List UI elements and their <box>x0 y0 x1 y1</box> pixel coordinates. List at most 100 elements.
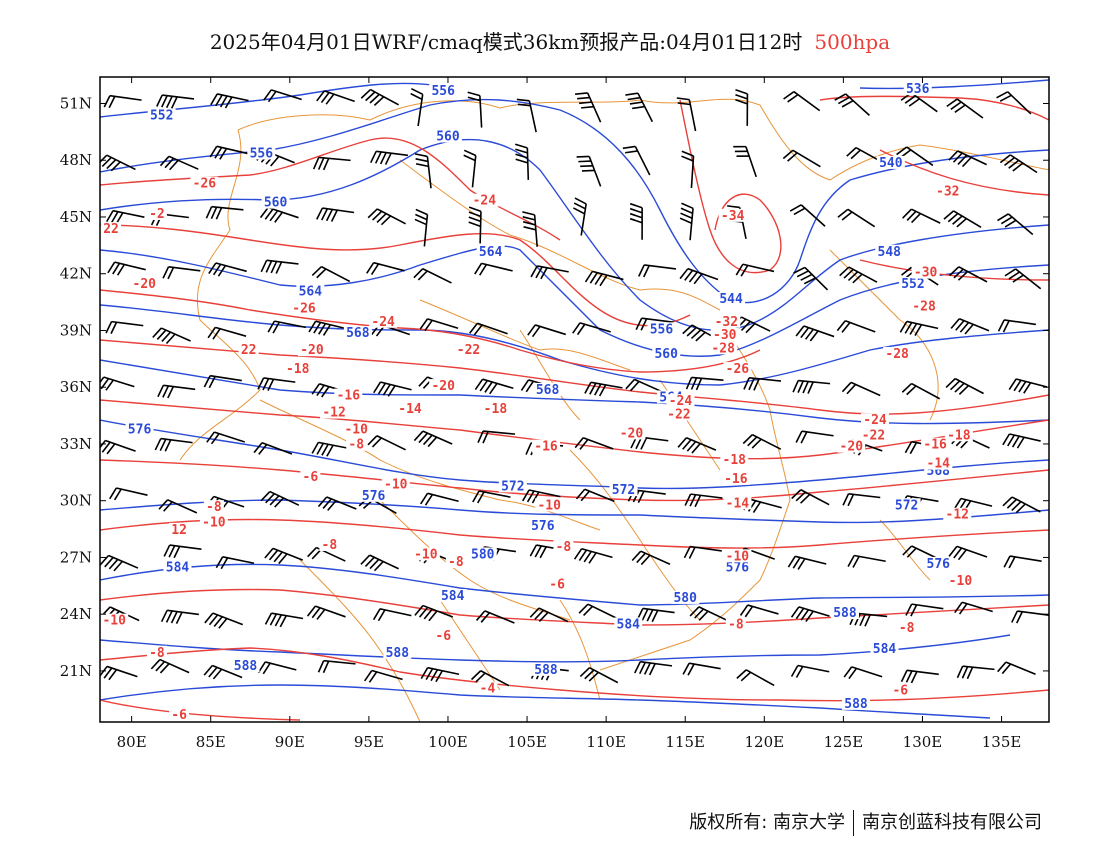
temperature-contour-label-bg <box>723 362 752 376</box>
wind-barb <box>253 441 293 455</box>
height-contour-label-bg <box>438 589 467 603</box>
wind-barb <box>792 379 831 394</box>
wind-barb <box>743 377 782 391</box>
temperature-contour-label-bg <box>718 208 747 222</box>
height-contour-label: 576 <box>128 423 152 438</box>
temperature-contour-label: -12 <box>946 508 969 523</box>
height-contour-label-bg <box>609 483 638 497</box>
wind-barb <box>420 492 459 506</box>
wind-barb <box>373 381 412 397</box>
temperature-contour-label: -22 <box>667 407 690 422</box>
temperature-contour-label-bg <box>617 426 646 440</box>
lat-tick-label: 39N <box>60 321 92 339</box>
wind-barb <box>584 381 623 397</box>
wind-barb <box>470 670 510 687</box>
wind-barb <box>530 265 569 280</box>
wind-barb <box>733 145 757 178</box>
wind-barb <box>795 325 835 342</box>
wind-barb <box>682 662 721 676</box>
wind-barb <box>847 554 886 568</box>
wind-barb <box>837 208 876 228</box>
lon-tick-label: 115E <box>665 733 705 751</box>
temperature-contour-label: -20 <box>300 343 324 358</box>
temperature-contour-label-bg <box>944 428 973 442</box>
temperature-contour-label-bg <box>943 507 972 521</box>
wind-barb <box>584 270 624 287</box>
temperature-contour-label: -10 <box>726 549 750 564</box>
wind-barb <box>260 259 299 274</box>
wind-barb <box>467 91 483 128</box>
temperature-contour-label-bg <box>859 428 888 442</box>
wind-barb <box>367 435 406 451</box>
lon-tick-label: 110E <box>586 733 626 751</box>
title-main: 2025年04月01日WRF/cmaq模式36km预报产品:04月01日12时 <box>209 30 803 54</box>
temperature-contour-label-bg <box>481 401 510 415</box>
height-contour-labels: 5565525565605605645645685565605685645765… <box>125 82 953 712</box>
wind-barb <box>204 612 244 629</box>
wind-barb <box>839 266 878 284</box>
wind-barb <box>629 202 643 240</box>
wind-barb <box>207 326 247 340</box>
height-contour-label: 560 <box>436 129 460 144</box>
wind-barb <box>834 93 870 116</box>
wind-barb <box>311 441 350 457</box>
wind-barb <box>162 266 201 280</box>
temperature-contour-labels: -26-222-24-34-32-30-28-20-26-24 -32-30-28… <box>100 176 975 722</box>
temperature-contour-label: -14 <box>927 457 951 472</box>
height-contour-label-bg <box>898 276 927 290</box>
wind-barb <box>1002 433 1041 449</box>
height-contour-label-bg <box>875 244 904 258</box>
wind-barb <box>842 493 881 507</box>
wind-barb <box>154 437 193 452</box>
temperature-contour-label: -30 <box>914 266 938 281</box>
height-contour-label: 556 <box>650 322 674 337</box>
temperature-contour-label-bg <box>454 343 483 357</box>
border-lines <box>179 98 1049 722</box>
height-contour-label-bg <box>476 244 505 258</box>
wind-barb <box>414 208 429 247</box>
temperature-contour-label-bg <box>721 471 750 485</box>
lon-tick-label: 95E <box>354 733 384 751</box>
temperature-contour-label: -8 <box>348 438 364 453</box>
wind-barb <box>1003 555 1042 569</box>
wind-barb <box>203 664 243 680</box>
temperature-contour-label: -6 <box>892 684 908 699</box>
temperature-contour-label-bg <box>946 573 975 587</box>
height-contour-label: 584 <box>617 617 641 632</box>
wind-barb <box>312 156 351 171</box>
height-contour-label: 584 <box>873 642 897 657</box>
lon-tick-label: 85E <box>196 733 226 751</box>
temperature-contour-label: -14 <box>398 402 422 417</box>
temperature-contour-label-bg <box>203 500 224 514</box>
wind-barb <box>206 431 246 445</box>
temperature-contour-label: -18 <box>947 428 971 443</box>
temperature-contour-label-bg <box>710 328 739 342</box>
wind-barb <box>203 374 242 389</box>
wind-barb <box>843 666 883 680</box>
height-contour-label: 560 <box>654 347 678 362</box>
height-contour-label: 584 <box>441 589 465 604</box>
wind-barb <box>677 437 717 454</box>
height-contour-label: 588 <box>234 659 258 674</box>
temperature-contour-label: -8 <box>206 500 222 515</box>
wind-barb <box>742 433 782 450</box>
lon-tick-label: 105E <box>507 733 547 751</box>
height-contour-label: 576 <box>531 519 555 534</box>
wind-barb <box>150 658 190 674</box>
temperature-contour-label: -8 <box>322 538 338 553</box>
temperature-contour-label: -22 <box>862 428 885 443</box>
wind-barb <box>1002 496 1041 514</box>
wind-barb <box>514 143 530 180</box>
plot-frame <box>99 76 1050 723</box>
temperature-contour-label-bg <box>146 645 167 659</box>
wind-barb <box>257 377 296 391</box>
wind-barb <box>100 154 136 172</box>
temperature-contour-label-bg <box>146 206 167 220</box>
height-contour-label-bg <box>468 547 497 561</box>
wind-barb <box>789 204 826 227</box>
wind-barb <box>841 381 881 397</box>
lat-tick-label: 51N <box>60 94 92 112</box>
wind-barb <box>157 384 196 399</box>
wind-barb <box>215 556 255 570</box>
wind-barb <box>360 88 399 106</box>
